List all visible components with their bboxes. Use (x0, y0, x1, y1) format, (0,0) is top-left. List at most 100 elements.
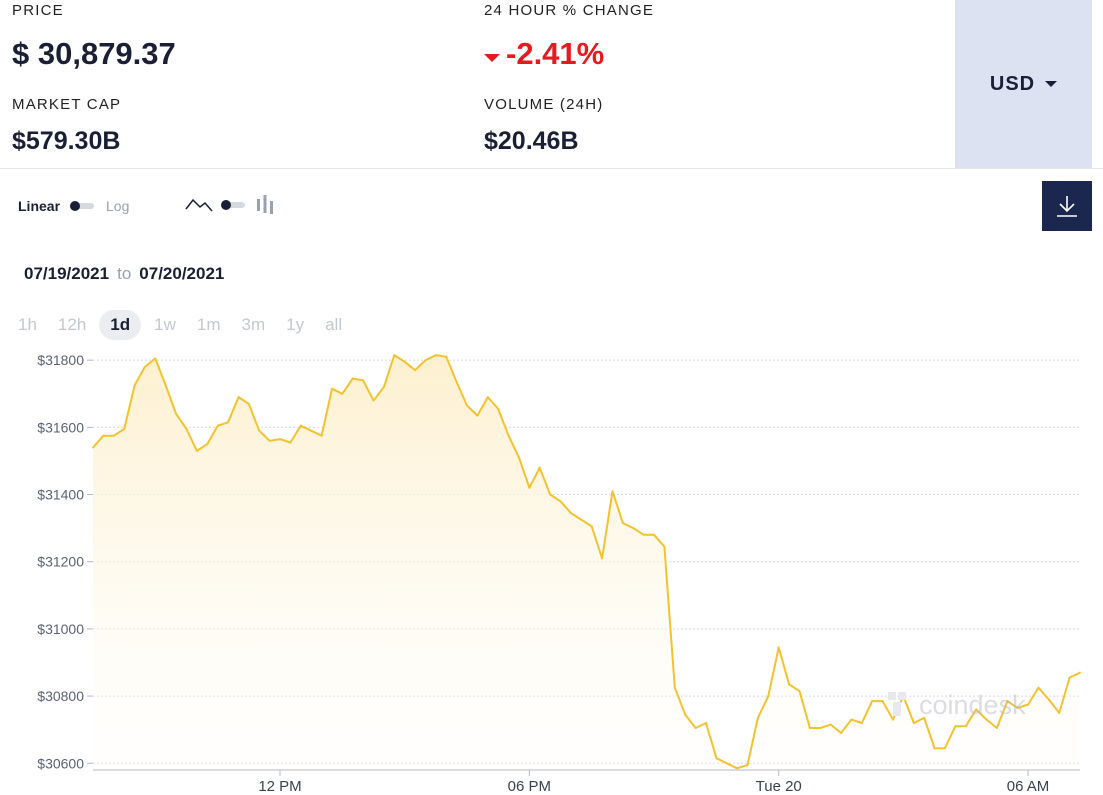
chevron-down-icon (1045, 81, 1058, 87)
change-value-wrap: -2.41% (484, 36, 604, 72)
price-point (767, 695, 770, 698)
timeframe-1m[interactable]: 1m (196, 315, 221, 334)
price-point (580, 518, 583, 521)
scale-switch-knob (70, 201, 81, 211)
price-point (1068, 676, 1071, 679)
price-point (123, 428, 126, 430)
price-point (601, 557, 604, 560)
price-point (788, 683, 791, 686)
price-point (673, 686, 676, 689)
x-tick-label: Tue 20 (756, 778, 802, 795)
x-tick-label: 06 PM (508, 778, 551, 795)
price-point (995, 727, 998, 729)
price-point (871, 700, 874, 703)
price-point (133, 384, 136, 387)
price-point (434, 354, 437, 357)
timeframe-12h[interactable]: 12h (57, 315, 87, 334)
price-point (850, 718, 853, 721)
price-point (268, 439, 271, 442)
price-point (933, 747, 936, 750)
price-point (341, 392, 344, 395)
price-point (808, 727, 811, 729)
price-point (362, 379, 365, 382)
price-point (829, 723, 832, 726)
price-point (694, 727, 697, 729)
y-tick-label: $31600 (37, 419, 84, 435)
chart-type-toggle[interactable] (185, 193, 275, 217)
candlestick-chart-icon[interactable] (255, 194, 275, 216)
price-point (476, 414, 479, 417)
price-point (216, 424, 219, 427)
y-tick-label: $31200 (37, 554, 84, 570)
market-cap-label: MARKET CAP (12, 96, 122, 113)
price-point (964, 725, 967, 728)
market-cap-value: $579.30B (12, 127, 121, 155)
scale-toggle[interactable]: Linear Log (18, 197, 129, 215)
price-point (975, 708, 978, 711)
timeframe-all[interactable]: all (325, 315, 343, 334)
price-point (154, 357, 157, 360)
date-range-to[interactable]: 07/20/2021 (139, 264, 225, 283)
timeframe-bar: 1h 12h 1d 1w 1m 3m 1y all (10, 310, 355, 340)
price-point (320, 434, 323, 437)
date-range-from[interactable]: 07/19/2021 (24, 264, 110, 283)
chart-type-switch-knob (221, 200, 231, 210)
timeframe-3m[interactable]: 3m (241, 315, 266, 334)
price-point (382, 386, 385, 388)
price-point (424, 359, 427, 362)
price-point (912, 722, 915, 724)
price-point (559, 500, 562, 503)
stats-panel: PRICE $ 30,879.37 24 HOUR % CHANGE -2.41… (0, 0, 955, 168)
price-point (175, 412, 178, 415)
scale-log-label[interactable]: Log (106, 198, 130, 214)
price-point (549, 493, 552, 496)
timeframe-1h[interactable]: 1h (18, 315, 37, 334)
price-point (985, 718, 988, 721)
change-label: 24 HOUR % CHANGE (484, 2, 655, 19)
x-tick-label: 12 PM (258, 778, 301, 795)
timeframe-1d[interactable]: 1d (99, 310, 142, 340)
timeframe-1w[interactable]: 1w (154, 315, 176, 334)
price-point (860, 722, 863, 724)
price-point (954, 725, 957, 728)
price-point (590, 525, 593, 528)
y-axis: $30600 $30800 $31000 $31200 $31400 $31600 $318… (37, 352, 93, 771)
price-points (92, 354, 1081, 770)
line-chart-icon[interactable] (185, 195, 213, 215)
price-point (247, 402, 250, 405)
price-point (331, 387, 333, 390)
price-point (1058, 711, 1061, 714)
x-tick-label: 06 AM (1007, 778, 1050, 795)
price-point (705, 722, 707, 724)
price-point (310, 429, 313, 432)
price-point (684, 713, 687, 716)
y-tick-label: $30600 (37, 755, 84, 771)
timeframe-1y[interactable]: 1y (286, 315, 305, 334)
y-tick-label: $31000 (37, 621, 84, 637)
volume-label: VOLUME (24H) (484, 96, 604, 113)
price-point (569, 512, 572, 514)
price-point (497, 407, 500, 410)
y-tick-label: $31800 (37, 352, 84, 368)
chart-type-switch[interactable] (221, 200, 245, 210)
price-point (943, 747, 946, 750)
price-point (414, 369, 417, 372)
price-point (299, 424, 302, 427)
currency-dropdown[interactable]: USD (955, 0, 1092, 168)
price-point (746, 764, 749, 766)
price-point (715, 757, 718, 760)
price-point (351, 377, 354, 380)
coindesk-logo-icon (888, 692, 906, 716)
volume-value: $20.46B (484, 127, 579, 155)
download-button[interactable] (1042, 181, 1092, 231)
price-point (538, 466, 541, 469)
price-point (206, 443, 209, 446)
down-triangle-icon (484, 53, 500, 62)
scale-linear-label[interactable]: Linear (18, 198, 61, 214)
price-point (1079, 671, 1081, 674)
price-point (143, 365, 146, 368)
price-point (237, 396, 240, 399)
x-axis: 12 PM 06 PM Tue 20 06 AM (93, 769, 1080, 795)
scale-switch[interactable] (70, 201, 95, 211)
price-point (227, 421, 230, 424)
